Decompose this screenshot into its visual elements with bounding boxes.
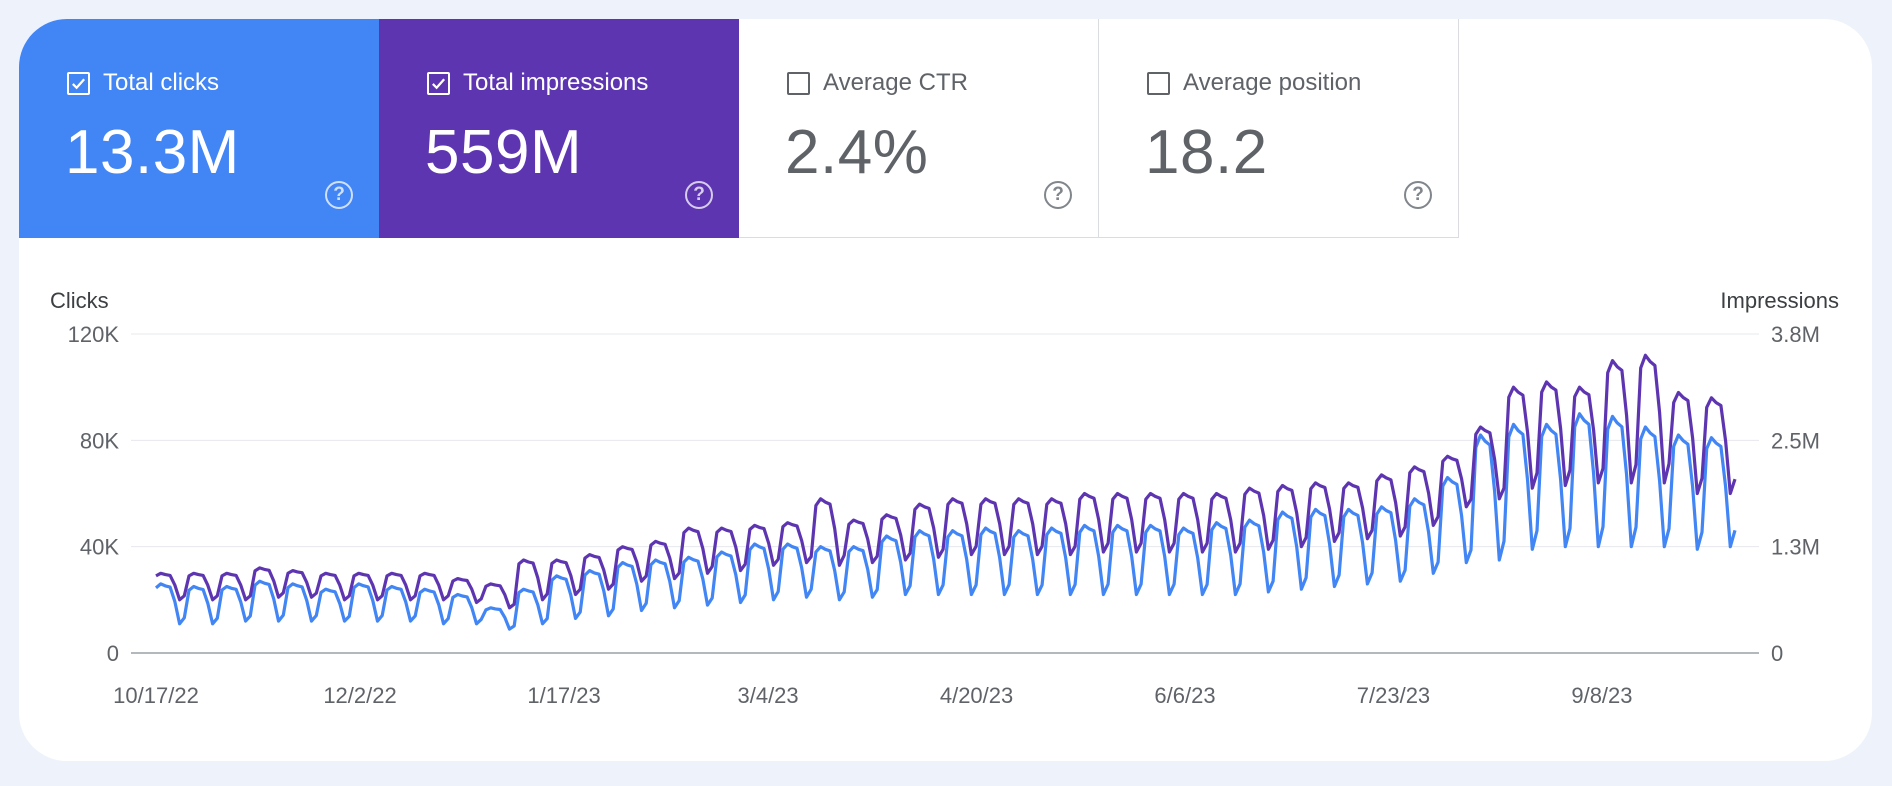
checkbox-icon[interactable] xyxy=(427,71,450,95)
y-tick-label-left: 80K xyxy=(80,428,119,453)
y-tick-label-right: 3.8M xyxy=(1771,322,1820,347)
x-tick-label: 1/17/23 xyxy=(527,683,600,708)
metric-total-impressions[interactable]: Total impressions 559M ? xyxy=(379,19,739,238)
help-circle-icon[interactable]: ? xyxy=(1404,181,1432,209)
metric-value: 18.2 xyxy=(1145,118,1268,187)
checkbox-icon[interactable] xyxy=(67,71,90,95)
x-tick-label: 7/23/23 xyxy=(1357,683,1430,708)
x-tick-label: 9/8/23 xyxy=(1571,683,1632,708)
metric-average-position[interactable]: Average position 18.2 ? xyxy=(1099,19,1459,238)
metric-tiles: Total clicks 13.3M ? Total impressions 5… xyxy=(19,19,1459,238)
metric-value: 2.4% xyxy=(785,118,929,187)
x-tick-label: 3/4/23 xyxy=(737,683,798,708)
help-circle-icon[interactable]: ? xyxy=(1044,181,1072,209)
series-line-total-clicks xyxy=(154,412,1737,631)
left-axis-title: Clicks xyxy=(50,288,109,313)
y-tick-label-left: 120K xyxy=(68,322,120,347)
x-tick-label: 10/17/22 xyxy=(113,683,199,708)
y-tick-label-right: 2.5M xyxy=(1771,428,1820,453)
help-circle-icon[interactable]: ? xyxy=(685,181,713,209)
metric-total-clicks[interactable]: Total clicks 13.3M ? xyxy=(19,19,379,238)
y-tick-label-right: 1.3M xyxy=(1771,535,1820,560)
performance-chart: 0 40K 80K 120K 0 1.3M 2.5M 3.8M Clicks Impression… xyxy=(50,288,1839,708)
metric-value: 13.3M xyxy=(65,118,240,187)
metric-label: Total clicks xyxy=(103,69,220,96)
metric-label: Average CTR xyxy=(823,69,968,96)
performance-card: 0 40K 80K 120K 0 1.3M 2.5M 3.8M Clicks Impression… xyxy=(19,19,1872,761)
checkbox-icon[interactable] xyxy=(1147,71,1170,95)
x-tick-label: 12/2/22 xyxy=(323,683,396,708)
metric-average-ctr[interactable]: Average CTR 2.4% ? xyxy=(739,19,1099,238)
metric-label: Total impressions xyxy=(463,69,649,96)
x-tick-label: 4/20/23 xyxy=(940,683,1013,708)
y-tick-label-right: 0 xyxy=(1771,641,1783,666)
metric-label: Average position xyxy=(1183,69,1362,96)
right-axis-title: Impressions xyxy=(1720,288,1839,313)
y-tick-label-left: 0 xyxy=(107,641,119,666)
help-circle-icon[interactable]: ? xyxy=(325,181,353,209)
checkbox-icon[interactable] xyxy=(787,71,810,95)
x-tick-label: 6/6/23 xyxy=(1154,683,1215,708)
series-line-total-impressions xyxy=(155,353,1737,610)
y-tick-label-left: 40K xyxy=(80,535,119,560)
metric-value: 559M xyxy=(425,118,583,187)
